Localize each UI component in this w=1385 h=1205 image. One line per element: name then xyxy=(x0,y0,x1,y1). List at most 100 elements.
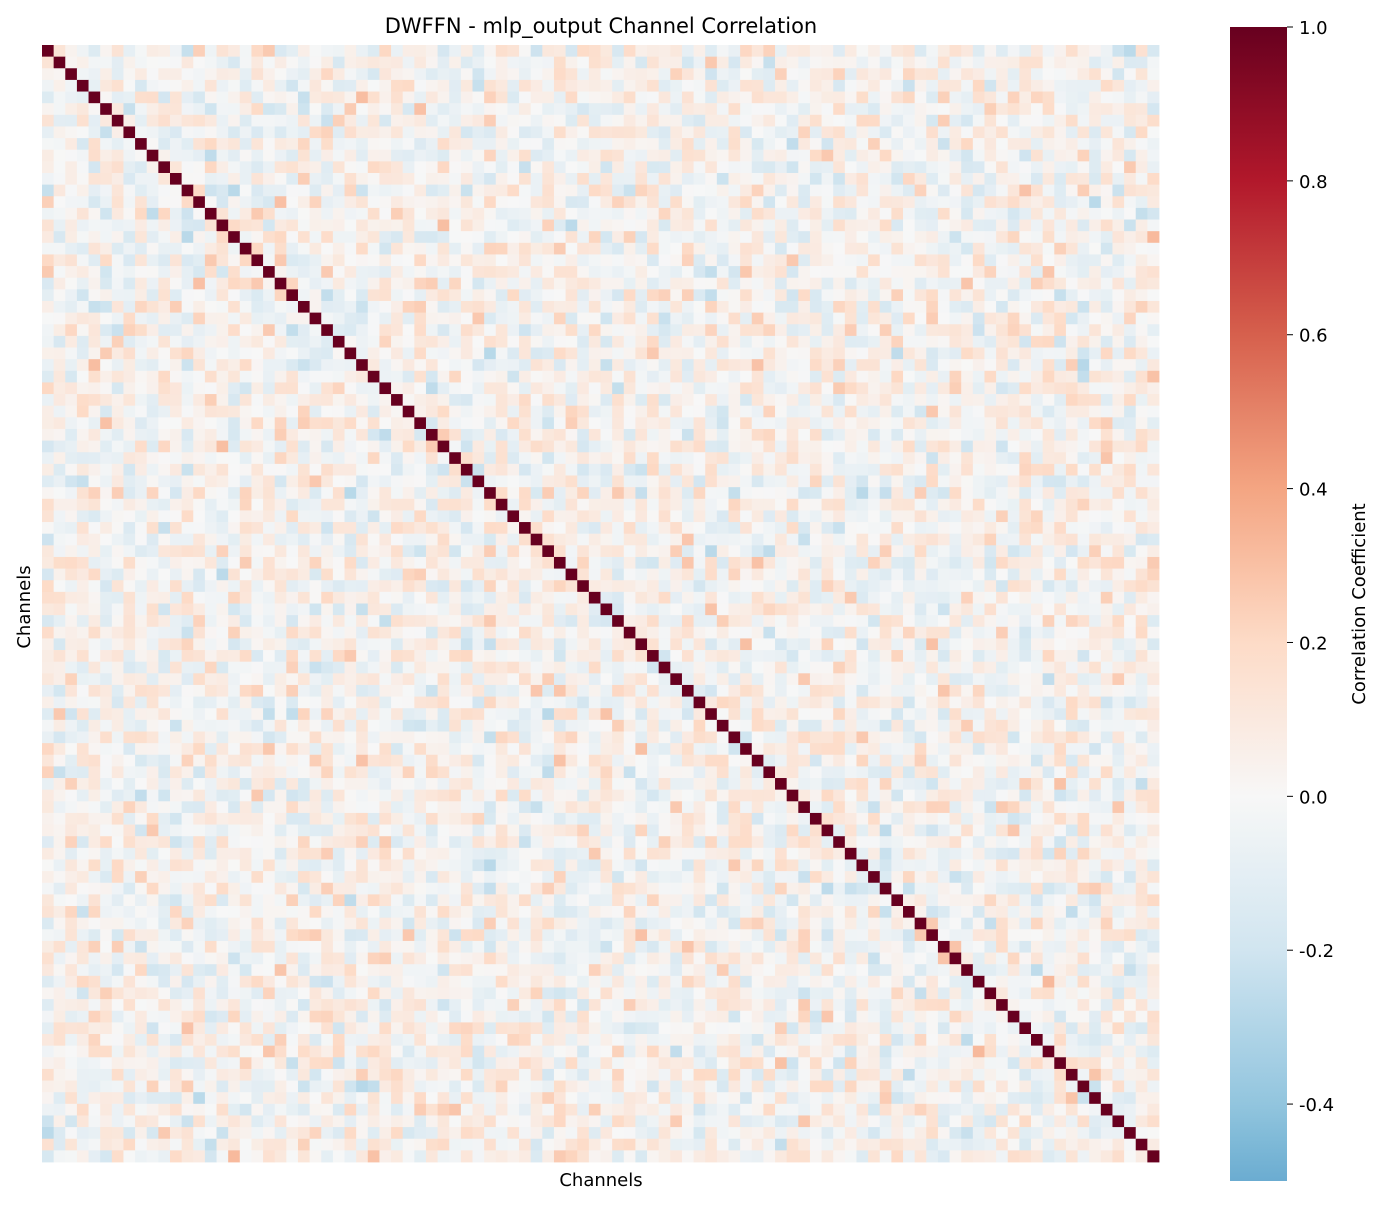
heatmap-cell xyxy=(844,138,857,151)
heatmap-cell xyxy=(53,533,66,546)
heatmap-cell xyxy=(1031,312,1044,325)
heatmap-cell xyxy=(519,126,532,139)
heatmap-cell xyxy=(379,45,392,58)
heatmap-cell xyxy=(844,359,857,372)
heatmap-cell xyxy=(588,266,601,279)
heatmap-cell xyxy=(193,45,206,58)
heatmap-cell xyxy=(716,522,729,535)
heatmap-cell xyxy=(600,382,613,395)
heatmap-cell xyxy=(414,103,427,116)
heatmap-cell xyxy=(542,289,555,302)
heatmap-cell xyxy=(402,335,415,348)
heatmap-cell xyxy=(402,568,415,581)
heatmap-cell xyxy=(263,45,276,58)
heatmap-cell xyxy=(693,580,706,593)
heatmap-cell xyxy=(1135,568,1148,581)
heatmap-cell xyxy=(798,68,811,81)
heatmap-cell xyxy=(204,615,217,628)
heatmap-cell xyxy=(833,498,846,511)
heatmap-cell xyxy=(670,289,683,302)
heatmap-cell xyxy=(728,324,741,337)
heatmap-cell xyxy=(937,161,950,174)
heatmap-cell xyxy=(519,498,532,511)
heatmap-cell xyxy=(100,428,113,442)
heatmap-cell xyxy=(553,196,566,209)
heatmap-cell xyxy=(577,254,590,267)
heatmap-cell xyxy=(1089,428,1102,442)
heatmap-cell xyxy=(844,580,857,593)
heatmap-cell xyxy=(775,556,788,569)
heatmap-cell xyxy=(135,510,148,523)
heatmap-cell xyxy=(1089,79,1102,92)
heatmap-cell xyxy=(1031,522,1044,535)
heatmap-cell xyxy=(577,277,590,290)
heatmap-cell xyxy=(65,79,78,92)
heatmap-cell xyxy=(88,498,101,511)
heatmap-cell xyxy=(507,498,520,511)
heatmap-cell xyxy=(123,603,136,616)
heatmap-cell xyxy=(844,68,857,81)
heatmap-cell xyxy=(1019,615,1032,628)
heatmap-cell xyxy=(158,254,171,267)
heatmap-cell xyxy=(1007,603,1020,616)
heatmap-cell xyxy=(658,545,671,558)
heatmap-cell xyxy=(1147,394,1160,407)
heatmap-cell xyxy=(751,266,764,279)
heatmap-cell xyxy=(809,196,822,209)
heatmap-cell xyxy=(1007,231,1020,244)
heatmap-cell xyxy=(600,266,613,279)
heatmap-cell xyxy=(216,475,229,488)
heatmap-cell xyxy=(716,440,729,453)
heatmap-cell xyxy=(1054,219,1067,232)
heatmap-cell xyxy=(472,103,485,116)
heatmap-cell xyxy=(1077,312,1090,325)
heatmap-cell xyxy=(530,91,543,104)
heatmap-cell xyxy=(1135,394,1148,407)
heatmap-cell xyxy=(414,138,427,151)
heatmap-cell xyxy=(402,382,415,395)
heatmap-cell xyxy=(937,382,950,395)
heatmap-cell xyxy=(670,522,683,535)
heatmap-cell xyxy=(658,522,671,535)
heatmap-cell xyxy=(425,172,439,186)
heatmap-cell xyxy=(111,91,124,104)
heatmap-cell xyxy=(519,103,532,116)
heatmap-cell xyxy=(169,522,183,535)
heatmap-cell xyxy=(425,417,439,430)
heatmap-cell xyxy=(169,91,183,104)
heatmap-cell xyxy=(356,68,369,81)
heatmap-cell xyxy=(297,138,311,151)
heatmap-cell xyxy=(1147,335,1160,348)
heatmap-cell xyxy=(297,591,311,604)
heatmap-cell xyxy=(135,522,148,535)
heatmap-cell xyxy=(437,91,450,104)
heatmap-cell xyxy=(425,207,439,220)
heatmap-cell xyxy=(76,615,89,628)
heatmap-cell xyxy=(914,56,927,69)
heatmap-cell xyxy=(507,417,520,430)
heatmap-cell xyxy=(204,405,217,418)
heatmap-cell xyxy=(1147,533,1160,546)
heatmap-cell xyxy=(600,405,613,418)
heatmap-cell xyxy=(1147,266,1160,279)
heatmap-cell xyxy=(961,533,974,546)
heatmap-cell xyxy=(623,289,636,302)
heatmap-cell xyxy=(647,231,660,244)
heatmap-cell xyxy=(751,394,764,407)
heatmap-cell xyxy=(1077,103,1090,116)
heatmap-cell xyxy=(169,591,183,604)
heatmap-cell xyxy=(169,242,183,255)
heatmap-cell xyxy=(1031,266,1044,279)
heatmap-cell xyxy=(868,463,881,476)
heatmap-cell xyxy=(763,161,776,174)
heatmap-cell xyxy=(274,603,287,616)
heatmap-cell xyxy=(495,68,508,81)
heatmap-cell xyxy=(996,463,1009,476)
heatmap-cell xyxy=(693,568,706,581)
heatmap-cell xyxy=(879,394,892,407)
heatmap-cell xyxy=(344,498,357,511)
heatmap-cell xyxy=(251,370,264,383)
heatmap-cell xyxy=(263,68,276,81)
heatmap-cell xyxy=(903,114,916,127)
heatmap-cell xyxy=(76,580,89,593)
